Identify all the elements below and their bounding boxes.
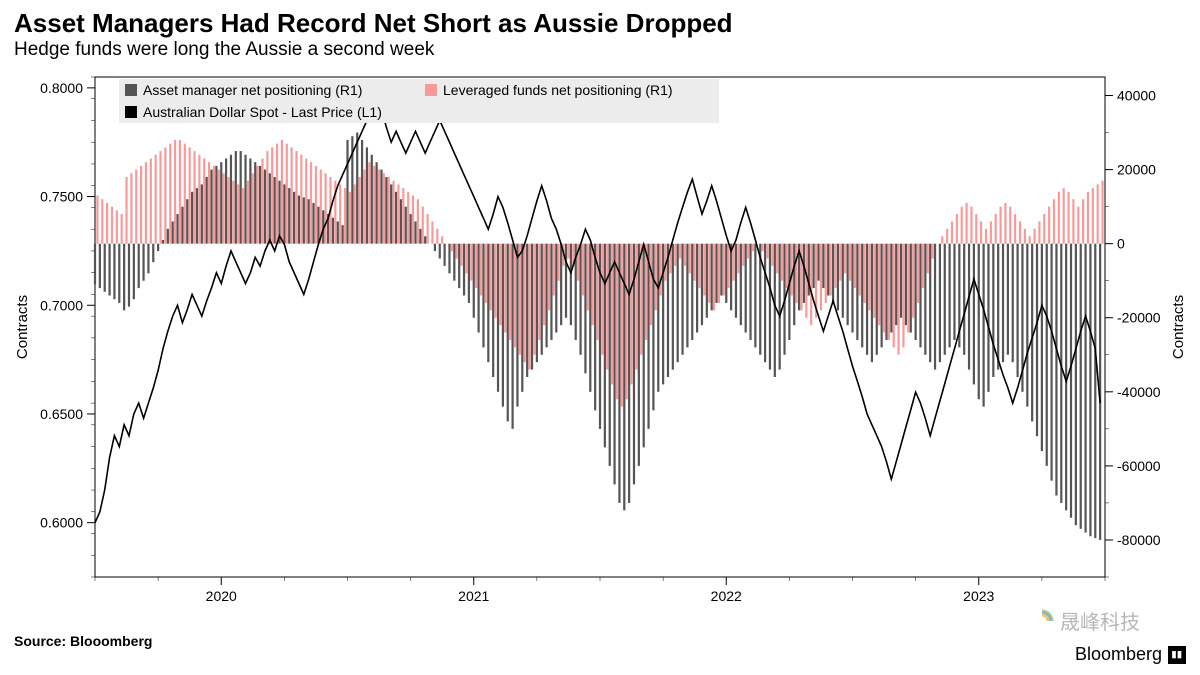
svg-text:Asset manager net positioning: Asset manager net positioning (R1) [143,82,362,98]
svg-text:0.8000: 0.8000 [40,80,83,96]
chart-area: 0.6000 0.6500 0.7000 0.7500 0.8000 -80000 -600… [0,67,1200,627]
svg-text:Contracts: Contracts [1170,295,1187,359]
svg-text:20000: 20000 [1117,162,1156,178]
svg-text:2020: 2020 [206,588,237,604]
brand-text: Bloomberg [1075,644,1162,665]
svg-text:2023: 2023 [963,588,994,604]
svg-text:0: 0 [1117,236,1125,252]
chart-title: Asset Managers Had Record Net Short as A… [0,0,1200,39]
svg-text:2021: 2021 [458,588,489,604]
svg-text:-40000: -40000 [1117,384,1161,400]
svg-text:-80000: -80000 [1117,532,1161,548]
chart-svg: 0.6000 0.6500 0.7000 0.7500 0.8000 -80000 -600… [0,67,1200,627]
svg-text:Leveraged funds net positionin: Leveraged funds net positioning (R1) [443,82,673,98]
svg-text:0.6500: 0.6500 [40,406,83,422]
svg-text:0.6000: 0.6000 [40,515,83,531]
svg-text:Contracts: Contracts [14,295,31,359]
svg-text:40000: 40000 [1117,88,1156,104]
svg-text:Australian Dollar Spot - Last: Australian Dollar Spot - Last Price (L1) [143,104,382,120]
source-text: Source: Blooomberg [0,627,1200,649]
chart-subtitle: Hedge funds were long the Aussie a secon… [0,39,1200,67]
svg-text:-60000: -60000 [1117,458,1161,474]
brand-logo: Bloomberg ▮▮ [1075,644,1186,665]
svg-text:0.7000: 0.7000 [40,297,83,313]
svg-text:-20000: -20000 [1117,310,1161,326]
svg-text:2022: 2022 [711,588,742,604]
svg-text:0.7500: 0.7500 [40,189,83,205]
brand-icon: ▮▮ [1168,646,1186,664]
